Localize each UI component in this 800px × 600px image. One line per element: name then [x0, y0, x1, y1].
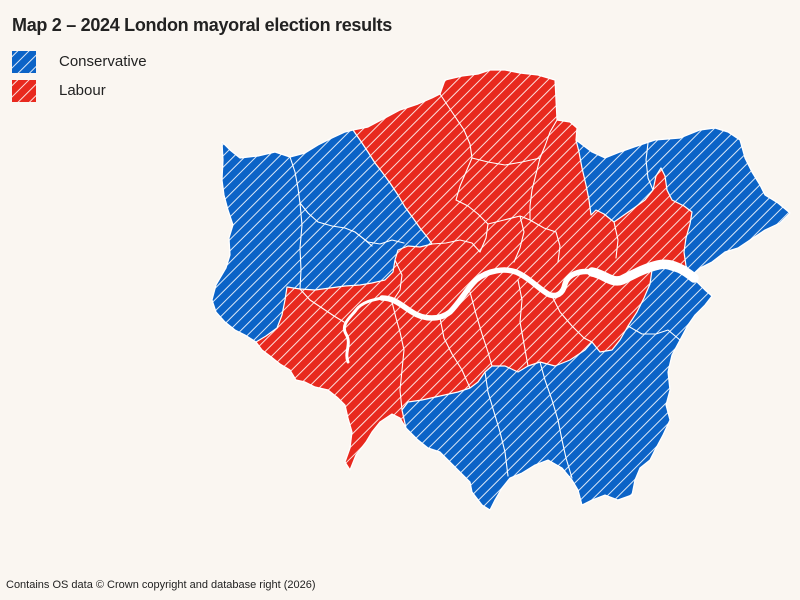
borough-boundary: [484, 371, 509, 477]
map-title: Map 2 – 2024 London mayoral election res…: [12, 15, 392, 35]
borough-boundary: [487, 215, 531, 225]
borough-boundary: [431, 239, 481, 253]
legend-item-conservative: Conservative: [12, 51, 147, 73]
legend-swatch-conservative: [12, 51, 36, 73]
attribution-footer: Contains OS data © Crown copyright and d…: [6, 579, 316, 591]
borough-boundary: [529, 119, 558, 221]
legend-label-conservative: Conservative: [59, 53, 147, 70]
borough-region-conservative-south: [401, 267, 713, 511]
borough-boundary: [471, 157, 541, 166]
borough-boundary: [513, 215, 525, 263]
legend-swatch-labour: [12, 80, 36, 102]
legend-item-labour: Labour: [12, 80, 147, 102]
borough-boundary: [529, 219, 561, 263]
borough-boundary: [299, 288, 345, 323]
borough-boundary: [354, 231, 405, 245]
river-thames-central: [379, 267, 595, 321]
borough-boundary: [645, 142, 654, 191]
borough-boundary: [391, 301, 405, 411]
legend-label-labour: Labour: [59, 82, 106, 99]
borough-boundary: [627, 325, 681, 341]
borough-boundary: [539, 361, 573, 479]
borough-boundary: [517, 279, 529, 367]
borough-boundary: [439, 93, 473, 201]
borough-boundary: [551, 295, 593, 343]
river-thames-west: [342, 296, 384, 364]
river-thames-east: [587, 259, 699, 286]
borough-boundary: [469, 291, 493, 367]
borough-boundaries: [289, 93, 681, 479]
borough-boundary: [613, 221, 619, 259]
borough-region-conservative-northwest: [211, 129, 433, 343]
borough-boundary: [439, 317, 471, 389]
river-thames: [342, 259, 699, 364]
legend: Conservative Labour: [12, 51, 147, 109]
borough-boundary: [391, 259, 403, 303]
borough-boundary: [299, 202, 303, 290]
borough-boundary: [455, 199, 489, 253]
